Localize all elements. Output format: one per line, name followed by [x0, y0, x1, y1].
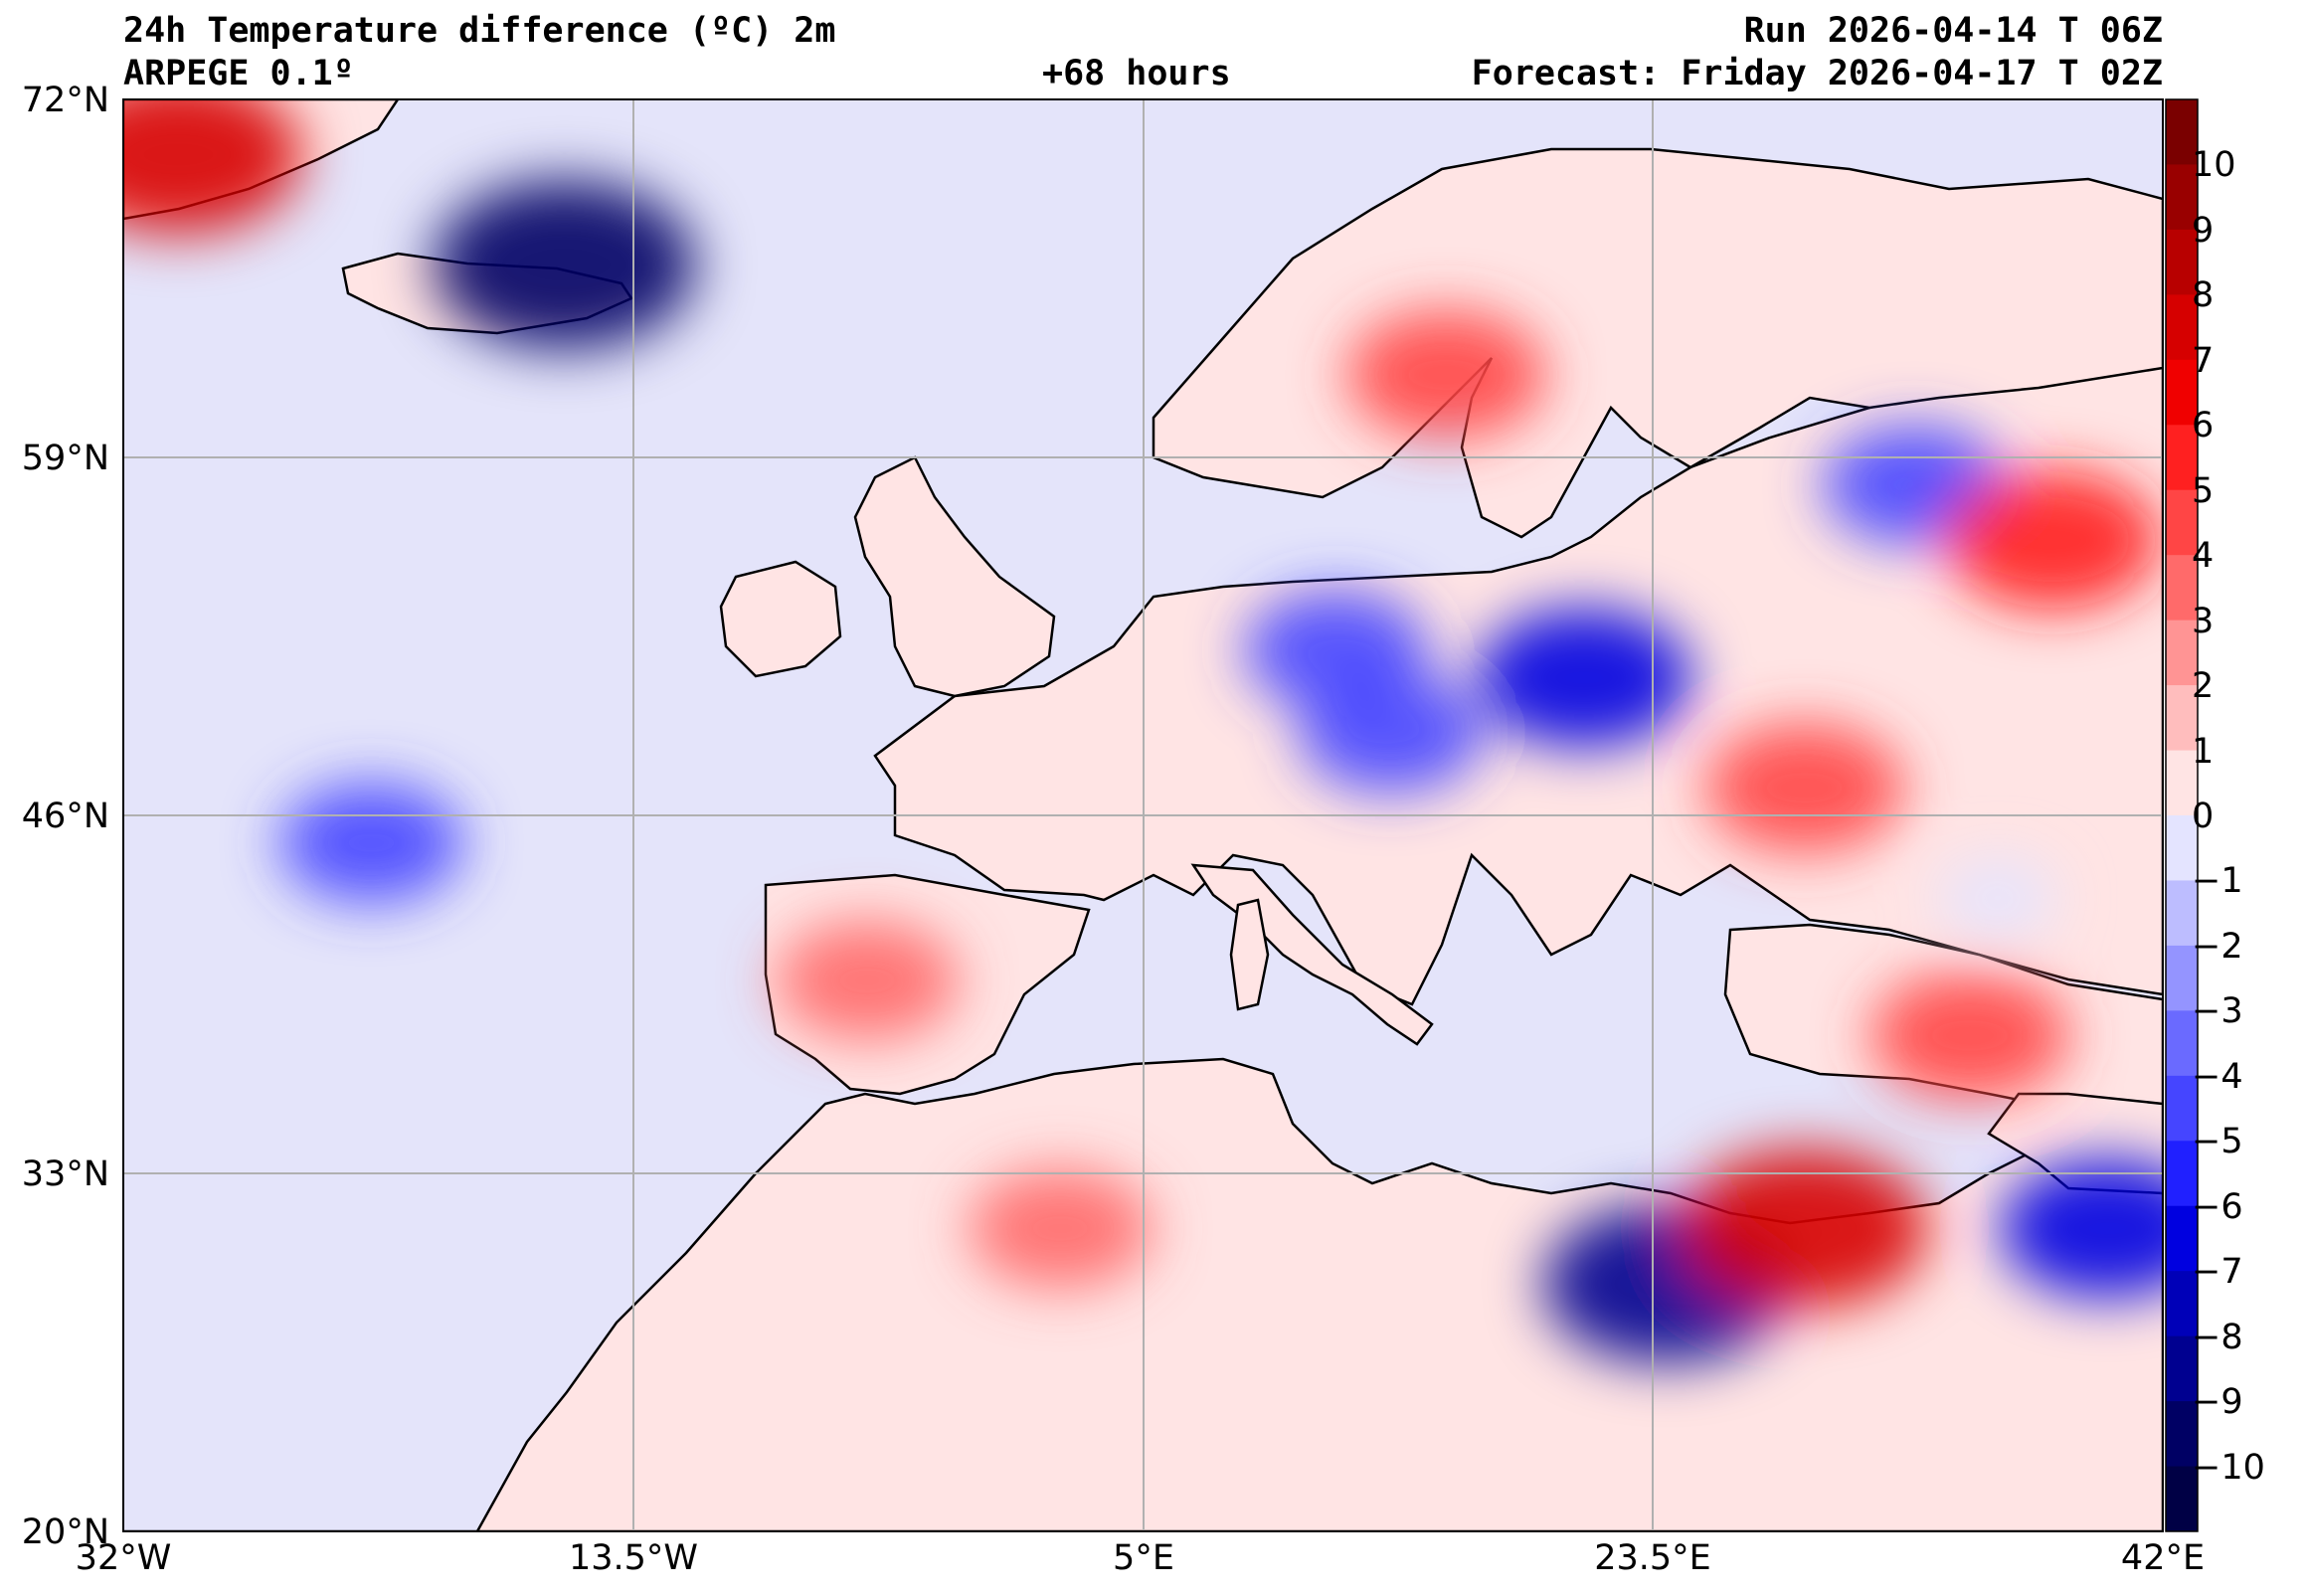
- colorbar-tick-label: 6: [2192, 406, 2215, 446]
- lon-label-23-5e: 23.5°E: [1594, 1538, 1711, 1578]
- anomaly-region-10: [776, 921, 960, 1041]
- colorbar-tick-label: 9: [2192, 210, 2215, 251]
- land-scandinavia: [1152, 147, 2163, 539]
- anomaly-region-4: [1937, 858, 2057, 939]
- colorbar-tick-label: −5: [2192, 1122, 2243, 1162]
- colorbar-band-7: [2166, 555, 2198, 621]
- colorbar-tick-label: 3: [2192, 601, 2215, 641]
- colorbar-band-13: [2166, 945, 2198, 1011]
- colorbar-tick-label: 5: [2192, 470, 2215, 511]
- anomaly-region-11: [279, 783, 463, 903]
- colorbar-tick-label: −7: [2192, 1252, 2243, 1293]
- colorbar-tick-label: 0: [2192, 797, 2215, 836]
- colorbar-tick-label: −3: [2192, 991, 2243, 1032]
- graticule: [123, 99, 2163, 1531]
- anomaly-region-15: [123, 99, 302, 235]
- colorbar-band-14: [2166, 1010, 2198, 1077]
- anomaly-region-2: [1299, 672, 1483, 793]
- colorbar-band-0: [2166, 99, 2198, 165]
- lon-label-13-5w: 13.5°W: [568, 1538, 699, 1578]
- land-britain: [853, 455, 1056, 698]
- anomaly-region-16: [1945, 470, 2161, 611]
- forecast-time: Forecast: Friday 2026-04-17 T 02Z: [1471, 54, 2163, 93]
- colorbar-band-11: [2166, 815, 2198, 881]
- colorbar-band-9: [2166, 685, 2198, 752]
- anomaly-region-13: [1346, 309, 1546, 440]
- colorbar-band-2: [2166, 229, 2198, 295]
- colorbar-tick-label: −1: [2192, 861, 2243, 902]
- anomaly-region-8: [2000, 1158, 2163, 1299]
- colorbar-band-21: [2166, 1466, 2198, 1532]
- colorbar-tick-label: 8: [2192, 275, 2215, 316]
- colorbar: [2166, 99, 2198, 1532]
- map-frame: [122, 98, 2164, 1532]
- lat-label-33n: 33°N: [21, 1154, 109, 1194]
- colorbar-band-19: [2166, 1335, 2198, 1402]
- colorbar-band-16: [2166, 1141, 2198, 1207]
- colorbar-tick-label: 1: [2192, 731, 2215, 772]
- anomaly-region-9: [969, 1168, 1153, 1289]
- colorbar-tick-label: −2: [2192, 926, 2243, 967]
- colorbar-frame: [2165, 98, 2199, 1532]
- colorbar-tick-label: −4: [2192, 1056, 2243, 1097]
- colorbar-tick-label: −10: [2192, 1447, 2265, 1488]
- lat-label-46n: 46°N: [21, 797, 109, 836]
- colorbar-tick-label: 2: [2192, 666, 2215, 707]
- colorbar-band-3: [2166, 294, 2198, 361]
- lon-label-5e: 5°E: [1113, 1538, 1174, 1578]
- chart-title: 24h Temperature difference (ºC) 2m: [123, 11, 836, 51]
- run-label: Run 2026-04-14 T 06Z: [1743, 11, 2163, 51]
- lead-time: +68 hours: [1042, 54, 1231, 93]
- colorbar-tick-label: 4: [2192, 536, 2215, 577]
- colorbar-tick-label: 7: [2192, 340, 2215, 381]
- colorbar-band-17: [2166, 1205, 2198, 1272]
- lat-label-20n: 20°N: [21, 1512, 109, 1552]
- anomaly-region-5: [1869, 971, 2069, 1101]
- colorbar-tick-label: −6: [2192, 1186, 2243, 1227]
- colorbar-band-18: [2166, 1271, 2198, 1337]
- land-ireland: [719, 560, 842, 678]
- anomaly-region-7: [1681, 1149, 1928, 1309]
- colorbar-band-1: [2166, 164, 2198, 231]
- lat-label-59n: 59°N: [21, 439, 109, 478]
- colorbar-band-8: [2166, 620, 2198, 686]
- colorbar-band-15: [2166, 1075, 2198, 1142]
- anomaly-region-1: [1476, 608, 1691, 748]
- anomaly-field: [123, 99, 2163, 1363]
- colorbar-tick-label: −9: [2192, 1382, 2243, 1423]
- lon-label-32w: 32°W: [75, 1538, 172, 1578]
- colorbar-band-12: [2166, 880, 2198, 947]
- colorbar-band-6: [2166, 489, 2198, 556]
- lat-label-72n: 72°N: [21, 81, 109, 120]
- land-sardinia: [1229, 898, 1270, 1011]
- colorbar-band-20: [2166, 1401, 2198, 1468]
- anomaly-region-3: [1704, 723, 1904, 853]
- colorbar-band-10: [2166, 750, 2198, 816]
- anomaly-region-12: [433, 180, 696, 350]
- colorbar-band-5: [2166, 425, 2198, 491]
- model-label: ARPEGE 0.1º: [123, 54, 354, 93]
- colorbar-tick-label: 10: [2192, 145, 2236, 186]
- colorbar-band-4: [2166, 359, 2198, 426]
- colorbar-tick-label: −8: [2192, 1317, 2243, 1357]
- lon-label-42e: 42°E: [2120, 1538, 2206, 1578]
